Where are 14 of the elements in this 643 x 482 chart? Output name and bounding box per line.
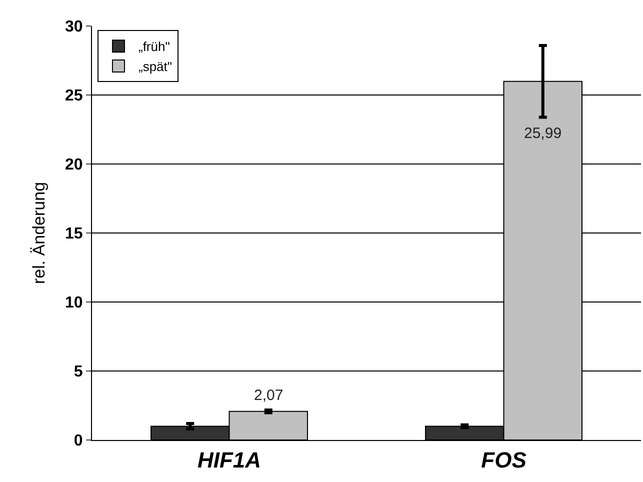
x-tick-label: FOS [481,447,527,472]
legend-label: „früh" [138,39,170,54]
x-tick-label: HIF1A [197,447,262,472]
y-tick-label: 15 [65,226,83,243]
y-tick-label: 5 [74,364,83,381]
data-label: 2,07 [254,387,284,404]
legend-label: „spät" [138,59,172,74]
data-label: 25,99 [524,125,562,142]
y-tick-label: 30 [65,18,83,36]
y-axis-title: rel. Änderung [30,182,49,284]
y-tick-label: 10 [65,294,83,312]
y-tick-label: 20 [65,156,83,174]
y-tick-label: 0 [74,432,83,450]
y-tick-label: 25 [65,88,83,105]
